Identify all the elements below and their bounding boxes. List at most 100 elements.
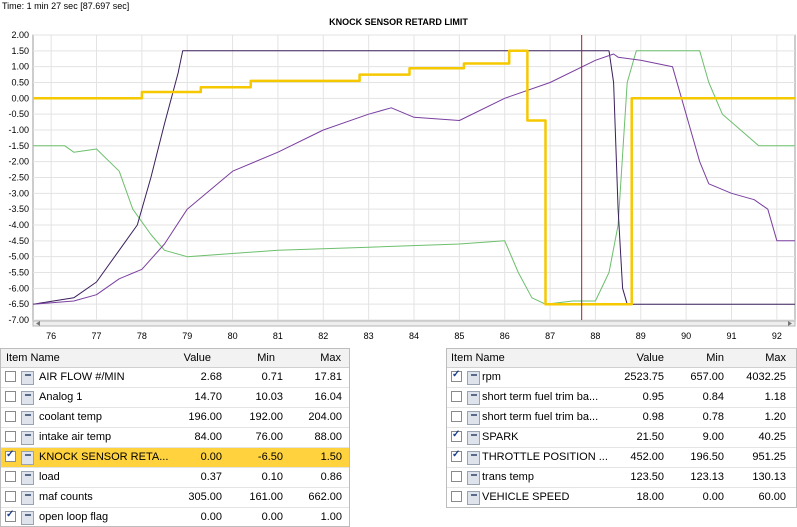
scroll-right-icon[interactable] [788,321,792,326]
row-min: 0.71 [261,371,283,383]
row-value: 0.37 [200,471,222,483]
table-row[interactable]: AIR FLOW #/MIN 2.68 0.71 17.81 [1,368,349,388]
row-value: 123.50 [630,471,664,483]
row-checkbox[interactable] [5,491,16,502]
row-checkbox[interactable] [5,471,16,482]
y-tick-label: -4.00 [8,220,29,230]
table-row[interactable]: rpm 2523.75 657.00 4032.25 [447,368,796,388]
table-row[interactable]: THROTTLE POSITION ... 452.00 196.50 951.25 [447,448,796,468]
pid-icon [21,431,34,445]
x-tick-label: 80 [228,331,238,341]
x-tick-label: 86 [500,331,510,341]
table-row[interactable]: SPARK 21.50 9.00 40.25 [447,428,796,448]
row-item-name: Analog 1 [39,391,83,403]
x-tick-label: 92 [772,331,782,341]
x-tick-label: 84 [409,331,419,341]
series-line [33,49,795,306]
row-item-name: KNOCK SENSOR RETA... [39,451,169,463]
row-max: 88.00 [314,431,342,443]
x-tick-label: 83 [364,331,374,341]
table-row[interactable]: intake air temp 84.00 76.00 88.00 [1,428,349,448]
row-min: 9.00 [702,431,724,443]
table-row[interactable]: open loop flag 0.00 0.00 1.00 [1,508,349,526]
row-checkbox[interactable] [5,371,16,382]
pid-icon [467,371,480,385]
row-value: 452.00 [630,451,664,463]
row-min: 0.84 [702,391,724,403]
time-readout: Time: 1 min 27 sec [87.697 sec] [2,1,130,11]
x-tick-label: 79 [182,331,192,341]
pid-icon [467,391,480,405]
x-tick-label: 82 [318,331,328,341]
table-row[interactable]: Analog 1 14.70 10.03 16.04 [1,388,349,408]
x-tick-label: 78 [137,331,147,341]
row-value: 14.70 [194,391,222,403]
header-min[interactable]: Min [706,352,724,364]
pid-icon [21,391,34,405]
time-scrollbar[interactable] [32,320,796,327]
row-checkbox[interactable] [5,449,16,462]
row-max: 1.18 [764,391,786,403]
row-checkbox[interactable] [5,411,16,422]
row-checkbox[interactable] [451,369,462,382]
header-max[interactable]: Max [765,352,786,364]
chart-title: KNOCK SENSOR RETARD LIMIT [329,17,468,27]
header-item-name[interactable]: Item Name [451,352,505,364]
series-line [32,53,795,305]
row-max: 130.13 [752,471,786,483]
y-tick-label: -5.50 [8,268,29,278]
table-row[interactable]: maf counts 305.00 161.00 662.00 [1,488,349,508]
log-chart[interactable]: 2.00 1.50 1.00 0.50 0.00 -0.50 -1.00 -1.50 -2.00… [0,0,797,346]
series-line [32,50,795,305]
row-checkbox[interactable] [451,411,462,422]
row-min: 657.00 [690,371,724,383]
row-checkbox[interactable] [451,491,462,502]
y-tick-label: -4.50 [8,236,29,246]
y-tick-label: 1.50 [11,46,29,56]
header-item-name[interactable]: Item Name [6,352,60,364]
pid-icon [21,491,34,505]
row-checkbox[interactable] [5,431,16,442]
row-value: 0.00 [200,451,222,463]
row-checkbox[interactable] [451,471,462,482]
x-tick-label: 81 [273,331,283,341]
table-row[interactable]: short term fuel trim ba... 0.95 0.84 1.18 [447,388,796,408]
row-max: 4032.25 [746,371,786,383]
x-tick-label: 88 [590,331,600,341]
table-row[interactable]: trans temp 123.50 123.13 130.13 [447,468,796,488]
table-row[interactable]: VEHICLE SPEED 18.00 0.00 60.00 [447,488,796,507]
header-max[interactable]: Max [320,352,341,364]
row-item-name: THROTTLE POSITION ... [482,451,608,463]
header-value[interactable]: Value [183,352,211,364]
row-min: -6.50 [257,451,283,463]
row-value: 84.00 [194,431,222,443]
scroll-left-icon[interactable] [36,321,40,326]
row-max: 662.00 [308,491,342,503]
row-checkbox[interactable] [451,429,462,442]
row-checkbox[interactable] [5,391,16,402]
row-checkbox[interactable] [5,509,16,522]
table-row[interactable]: KNOCK SENSOR RETA... 0.00 -6.50 1.50 [1,448,349,468]
x-tick-label: 89 [636,331,646,341]
y-tick-label: -3.00 [8,188,29,198]
table-row[interactable]: short term fuel trim ba... 0.98 0.78 1.20 [447,408,796,428]
row-item-name: short term fuel trim ba... [482,411,599,423]
row-value: 0.98 [642,411,664,423]
x-tick-label: 76 [46,331,56,341]
table-row[interactable]: coolant temp 196.00 192.00 204.00 [1,408,349,428]
header-min[interactable]: Min [257,352,275,364]
row-min: 161.00 [249,491,283,503]
row-min: 0.78 [702,411,724,423]
row-value: 2523.75 [624,371,664,383]
row-value: 0.00 [200,511,222,523]
row-max: 60.00 [758,491,786,503]
y-tick-label: -7.00 [8,315,29,325]
header-value[interactable]: Value [636,352,664,364]
row-checkbox[interactable] [451,449,462,462]
table-row[interactable]: load 0.37 0.10 0.86 [1,468,349,488]
row-max: 16.04 [314,391,342,403]
y-tick-label: -0.50 [8,109,29,119]
row-item-name: coolant temp [39,411,102,423]
row-checkbox[interactable] [451,391,462,402]
y-tick-label: -1.00 [8,125,29,135]
